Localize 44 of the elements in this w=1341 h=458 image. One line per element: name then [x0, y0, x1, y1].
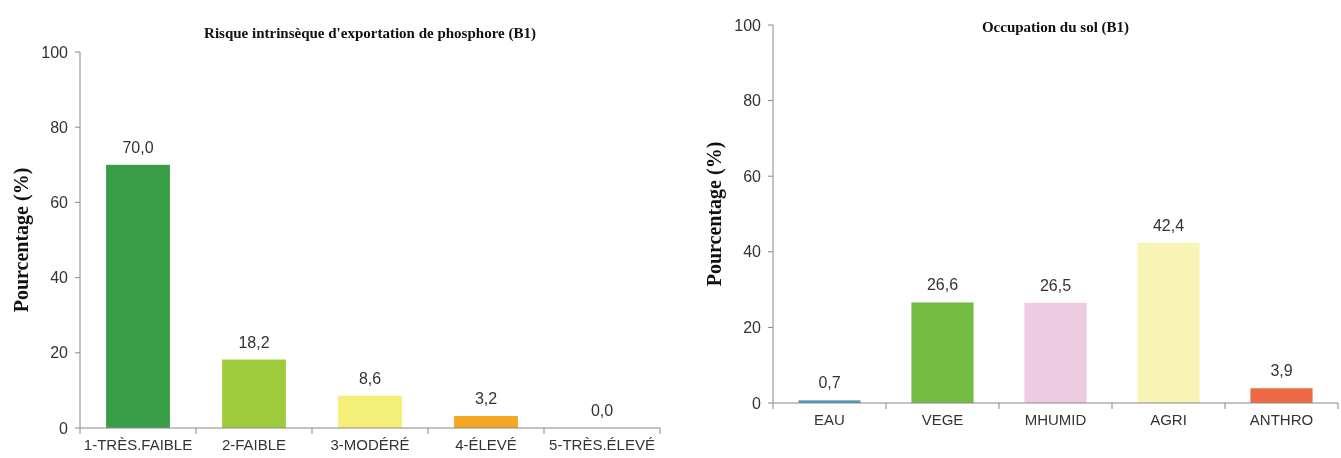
y-tick-label: 20 [743, 319, 762, 336]
data-label: 18,2 [238, 333, 270, 351]
y-tick-label: 20 [50, 344, 69, 362]
x-tick-label: MHUMID [1024, 411, 1087, 428]
x-tick-label: 2-FAIBLE [221, 436, 287, 453]
y-tick-label: 40 [50, 269, 69, 287]
data-label: 8,6 [358, 369, 382, 387]
bar [911, 302, 974, 403]
y-tick-label: 0 [752, 394, 762, 412]
y-tick-label: 40 [743, 243, 762, 261]
bar [454, 415, 518, 428]
y-tick-label: 80 [743, 92, 762, 110]
x-tick-label: VEGE [921, 411, 964, 428]
x-tick-label: 4-ÉLEVÉ [455, 436, 517, 453]
x-tick-label: AGRI [1150, 411, 1187, 428]
chart-title: Occupation du sol (B1) [981, 19, 1130, 36]
y-tick-label: 60 [50, 194, 69, 211]
x-tick-label: 5-TRÈS.ÉLEVÉ [549, 436, 655, 453]
bar [1024, 302, 1087, 403]
bar [1137, 242, 1200, 403]
y-tick-label: 100 [41, 43, 69, 61]
data-label: 0,7 [818, 374, 841, 392]
data-label: 3,2 [474, 389, 498, 407]
data-label: 3,9 [1270, 362, 1293, 380]
y-tick-label: 80 [50, 118, 69, 136]
chart-title: Risque intrinsèque d'exportation de phosphore (B1) [204, 25, 536, 42]
bar [1250, 388, 1313, 403]
x-tick-label: ANTHRO [1249, 411, 1314, 428]
x-tick-label: 3-MODÉRÉ [330, 436, 410, 453]
y-tick-label: 0 [59, 419, 69, 437]
data-label: 0,0 [590, 402, 614, 419]
x-tick-label: 1-TRÈS.FAIBLE [83, 436, 193, 453]
x-tick-label: EAU [814, 411, 845, 428]
y-axis-title: Pourcentage (%) [10, 167, 33, 313]
data-label: 42,4 [1152, 216, 1185, 234]
y-axis-title: Pourcentage (%) [703, 141, 726, 287]
bar [222, 359, 286, 428]
y-tick-label: 100 [734, 16, 762, 34]
bar [106, 164, 170, 428]
bar [338, 395, 402, 428]
y-tick-label: 60 [743, 167, 762, 185]
data-label: 26,6 [926, 276, 959, 294]
data-label: 26,5 [1039, 276, 1072, 294]
data-label: 70,0 [122, 138, 154, 156]
